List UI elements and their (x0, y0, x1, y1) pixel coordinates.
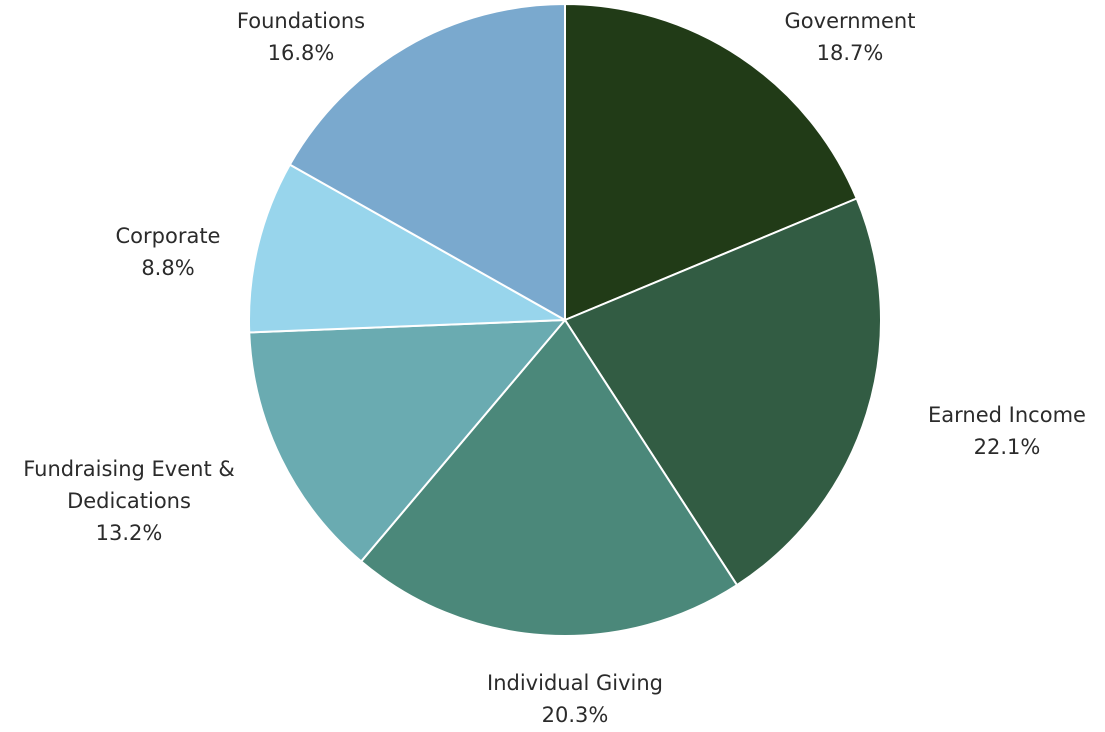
pie-slices (248, 3, 882, 637)
pie-slice-1 (564, 197, 882, 587)
slice-percent-label: 22.1% (974, 435, 1041, 459)
slice-name-label: Dedications (67, 489, 191, 513)
slice-name-label: Earned Income (928, 403, 1086, 427)
slice-name-label: Corporate (116, 224, 221, 248)
slice-percent-label: 13.2% (96, 521, 163, 545)
slice-name-label: Fundraising Event & (23, 457, 235, 481)
pie-labels: Government 18.7% Earned Income 22.1% Individ… (23, 9, 1086, 727)
slice-percent-label: 8.8% (141, 256, 194, 280)
slice-percent-label: 20.3% (542, 703, 609, 727)
slice-label-5: Foundations 16.8% (237, 9, 365, 65)
slice-label-2: Individual Giving 20.3% (487, 671, 663, 727)
slice-percent-label: 18.7% (817, 41, 884, 65)
pie-slice-3 (248, 319, 566, 563)
slice-name-label: Government (785, 9, 916, 33)
slice-label-4: Corporate 8.8% (116, 224, 221, 280)
slice-name-label: Individual Giving (487, 671, 663, 695)
pie-slice-5 (288, 3, 566, 321)
slice-name-label: Foundations (237, 9, 365, 33)
slice-label-3: Fundraising Event & Dedications 13.2% (23, 457, 235, 545)
slice-percent-label: 16.8% (268, 41, 335, 65)
slice-label-1: Earned Income 22.1% (928, 403, 1086, 459)
slice-label-0: Government 18.7% (785, 9, 916, 65)
pie-slice-4 (248, 163, 566, 334)
pie-slice-0 (564, 3, 858, 321)
pie-slice-2 (360, 319, 738, 637)
